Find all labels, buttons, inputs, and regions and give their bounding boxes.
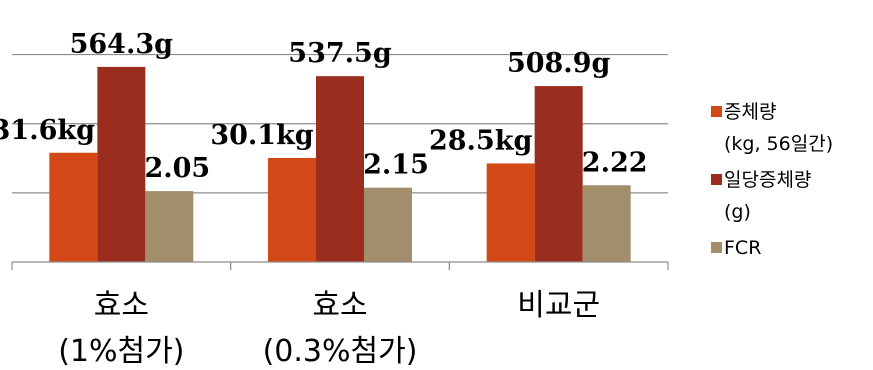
bar (534, 86, 583, 262)
bar-value-label: 28.5kg (429, 125, 532, 156)
bar-value-label: 2.05 (144, 153, 210, 184)
bar (145, 191, 194, 262)
legend-label: 일당증체량 (724, 169, 811, 191)
category-labels: 효소 (1%첨가) 효소 (0.3%첨가) 비교군 (58, 288, 600, 369)
legend-swatch (711, 242, 722, 253)
bar-value-label: 508.9g (507, 48, 611, 79)
legend-label: (g) (724, 201, 751, 223)
bar (364, 187, 412, 262)
bar (486, 163, 535, 262)
bar-value-label: 2.15 (363, 150, 429, 181)
legend-label: (kg, 56일간) (724, 133, 833, 155)
legend: 증체량 (kg, 56일간) 일당증체량 (g) FCR (711, 101, 833, 259)
category-label: 효소 (94, 288, 149, 323)
bar-value-label: 31.6kg (0, 115, 95, 146)
category-label: (0.3%첨가) (263, 334, 418, 369)
bar (268, 157, 316, 262)
legend-swatch (711, 174, 722, 185)
legend-label: FCR (724, 237, 761, 259)
bar (49, 152, 98, 262)
bar-value-label: 564.3g (70, 29, 174, 60)
category-label: (1%첨가) (58, 334, 184, 369)
category-label: 효소 (312, 288, 367, 323)
category-label: 비교군 (517, 288, 600, 323)
bars (49, 66, 631, 263)
x-axis (11, 261, 669, 270)
legend-swatch (711, 106, 722, 117)
bar-value-label: 30.1kg (210, 120, 313, 151)
bar-value-label: 2.22 (582, 147, 648, 178)
legend-label: 증체량 (724, 101, 776, 123)
bar-value-label: 537.5g (288, 38, 392, 69)
bar (97, 66, 146, 263)
bar (582, 185, 631, 262)
bar (316, 76, 364, 262)
